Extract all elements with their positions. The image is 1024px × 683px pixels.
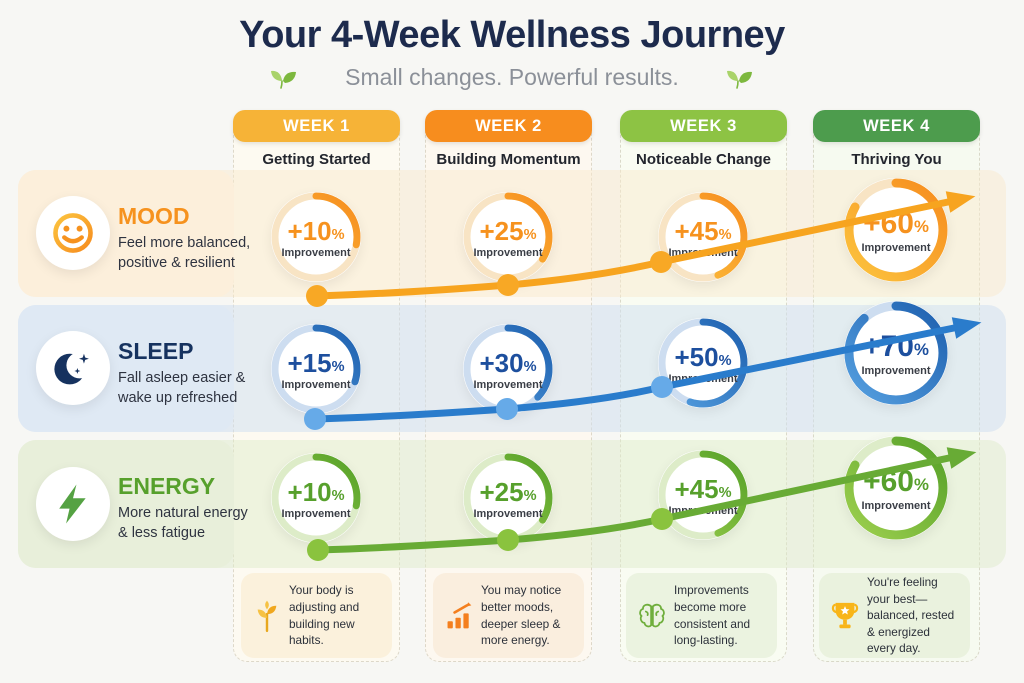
improvement-label: Improvement: [668, 372, 738, 385]
sleep-week1-progress: +15% Improvement: [271, 324, 361, 414]
energy-week1-value: +10%: [287, 476, 345, 507]
mood-week2-progress: +25% Improvement: [463, 192, 553, 282]
sleep-week2-progress: +30% Improvement: [463, 324, 553, 414]
mood-week4-progress: +60% Improvement: [844, 178, 948, 282]
energy-week4-progress: +60% Improvement: [844, 436, 948, 540]
mood-week4-value: +60%: [863, 206, 929, 240]
week2-subtitle: Building Momentum: [436, 151, 581, 168]
mood-card: MOOD Feel more balanced, positive & resi…: [18, 170, 250, 297]
week4-subtitle: Thriving You: [851, 151, 942, 168]
week2-note: You may notice better moods, deeper slee…: [433, 573, 584, 658]
improvement-label: Improvement: [861, 241, 931, 254]
sleep-card: SLEEP Fall asleep easier & wake up refre…: [18, 305, 245, 432]
improvement-label: Improvement: [668, 504, 738, 517]
week4-note: You're feeling your best—balanced, reste…: [819, 573, 970, 658]
energy-week4-value: +60%: [863, 464, 929, 498]
improvement-label: Improvement: [861, 364, 931, 377]
sleep-icon-circle: [36, 331, 110, 405]
energy-week2-value: +25%: [479, 476, 537, 507]
bar-chart-icon: [443, 600, 475, 632]
week3-subtitle: Noticeable Change: [635, 151, 772, 168]
leaf-icon: [271, 70, 297, 89]
week3-note: Improvements become more consistent and …: [626, 573, 777, 658]
week1-subtitle: Getting Started: [262, 151, 371, 168]
energy-card: ENERGY More natural energy & less fatigu…: [18, 440, 248, 568]
energy-week3-progress: +45% Improvement: [658, 450, 748, 540]
improvement-label: Improvement: [281, 246, 351, 259]
improvement-label: Improvement: [473, 507, 543, 520]
improvement-label: Improvement: [473, 378, 543, 391]
crescent-moon-icon: [54, 352, 93, 385]
sleep-week1-value: +15%: [287, 347, 345, 378]
week4-note-text: You're feeling your best—balanced, reste…: [867, 575, 955, 656]
smiley-face-icon: [53, 213, 93, 253]
mood-label: MOOD: [118, 203, 190, 229]
trophy-icon: [829, 600, 861, 632]
mood-week1-progress: +10% Improvement: [271, 192, 361, 282]
brain-icon: [636, 600, 668, 632]
mood-icon-circle: [36, 196, 110, 270]
week2-header: WEEK 2: [425, 110, 592, 142]
week4-header: WEEK 4: [813, 110, 980, 142]
improvement-label: Improvement: [861, 499, 931, 512]
improvement-label: Improvement: [281, 507, 351, 520]
week1-header: WEEK 1: [233, 110, 400, 142]
leaf-icon: [726, 70, 752, 89]
mood-week3-value: +45%: [674, 215, 732, 246]
week3-header: WEEK 3: [620, 110, 787, 142]
improvement-label: Improvement: [668, 246, 738, 259]
week1-note-text: Your body is adjusting and building new …: [289, 583, 360, 648]
energy-description: More natural energy & less fatigue: [118, 505, 248, 541]
sprout-icon: [251, 599, 283, 633]
mood-description: Feel more balanced, positive & resilient: [118, 235, 251, 271]
sleep-week4-progress: +70% Improvement: [844, 301, 948, 405]
energy-week3-value: +45%: [674, 473, 732, 504]
mood-week2-value: +25%: [479, 215, 537, 246]
mood-week1-value: +10%: [287, 215, 345, 246]
sleep-description: Fall asleep easier & wake up refreshed: [118, 370, 246, 406]
improvement-label: Improvement: [473, 246, 543, 259]
week1-note: Your body is adjusting and building new …: [241, 573, 392, 658]
energy-label: ENERGY: [118, 473, 216, 499]
sleep-week2-value: +30%: [479, 347, 537, 378]
page-title: Your 4-Week Wellness Journey: [239, 14, 785, 56]
sleep-week3-value: +50%: [674, 341, 732, 372]
sleep-week3-progress: +50% Improvement: [658, 318, 748, 408]
sleep-week4-value: +70%: [863, 329, 929, 363]
page-subtitle-row: Small changes. Powerful results.: [0, 64, 1024, 91]
week3-note-text: Improvements become more consistent and …: [674, 583, 751, 648]
page-subtitle: Small changes. Powerful results.: [345, 64, 679, 90]
energy-week2-progress: +25% Improvement: [463, 453, 553, 543]
mood-week3-progress: +45% Improvement: [658, 192, 748, 282]
improvement-label: Improvement: [281, 378, 351, 391]
energy-icon-circle: [36, 467, 110, 541]
lightning-bolt-icon: [59, 484, 86, 524]
energy-week1-progress: +10% Improvement: [271, 453, 361, 543]
sleep-label: SLEEP: [118, 338, 194, 364]
week2-note-text: You may notice better moods, deeper slee…: [481, 583, 562, 648]
